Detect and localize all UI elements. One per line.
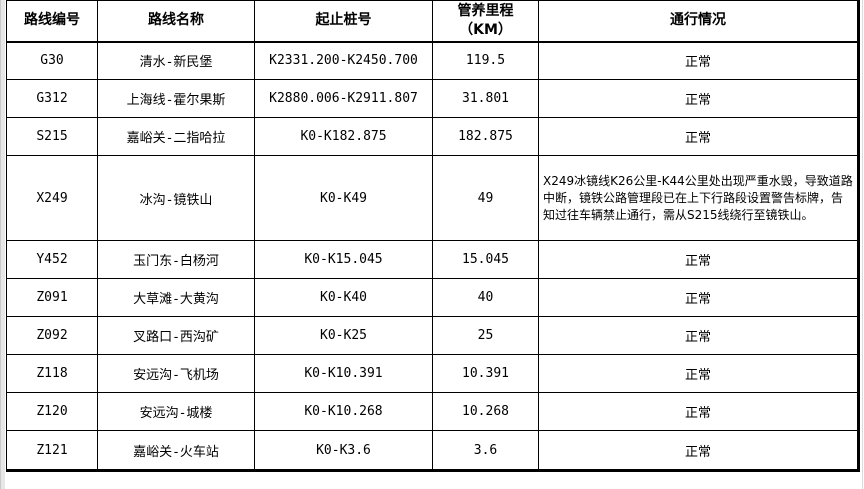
mileage-cell: 10.268 [432, 392, 539, 431]
stake-range-cell: K0-K15.045 [254, 240, 433, 279]
mileage-cell: 119.5 [432, 41, 539, 80]
status-cell: X249冰镜线K26公里-K44公里处出现严重水毁，导致道路中断，镜铁公路管理段… [538, 155, 859, 241]
mileage-cell: 15.045 [432, 240, 539, 279]
route-code-cell: X249 [6, 155, 98, 241]
mileage-cell: 3.6 [432, 430, 539, 471]
table-row: S215 嘉峪关-二指哈拉 K0-K182.875 182.875 正常 [6, 117, 859, 156]
mileage-cell: 25 [432, 316, 539, 355]
mileage-cell: 40 [432, 278, 539, 317]
stake-range-cell: K0-K10.391 [254, 354, 433, 393]
route-name-cell: 清水-新民堡 [97, 41, 255, 80]
route-code-cell: Z120 [6, 392, 98, 431]
table-row: Z118 安远沟-飞机场 K0-K10.391 10.391 正常 [6, 354, 859, 393]
stake-range-cell: K0-K49 [254, 155, 433, 241]
stake-range-cell: K2331.200-K2450.700 [254, 41, 433, 80]
route-name-cell: 嘉峪关-火车站 [97, 430, 255, 471]
status-cell: 正常 [538, 41, 859, 80]
mileage-cell: 10.391 [432, 354, 539, 393]
stake-range-cell: K2880.006-K2911.807 [254, 79, 433, 118]
table-row: Z092 叉路口-西沟矿 K0-K25 25 正常 [6, 316, 859, 355]
col-header-stake-range: 起止桩号 [254, 0, 433, 43]
road-status-table: 路线编号 路线名称 起止桩号 管养里程 （KM） 通行情况 G30 清水-新民堡… [6, 0, 860, 472]
route-code-cell: Z092 [6, 316, 98, 355]
status-cell: 正常 [538, 430, 859, 471]
route-code-cell: S215 [6, 117, 98, 156]
route-name-cell: 冰沟-镜铁山 [97, 155, 255, 241]
route-name-cell: 安远沟-飞机场 [97, 354, 255, 393]
stake-range-cell: K0-K182.875 [254, 117, 433, 156]
route-name-cell: 上海线-霍尔果斯 [97, 79, 255, 118]
route-code-cell: Z091 [6, 278, 98, 317]
mileage-cell: 31.801 [432, 79, 539, 118]
spreadsheet-left-gutter [0, 0, 5, 489]
status-cell: 正常 [538, 354, 859, 393]
route-code-cell: Z121 [6, 430, 98, 471]
route-code-cell: G312 [6, 79, 98, 118]
route-name-cell: 玉门东-白杨河 [97, 240, 255, 279]
header-row: 路线编号 路线名称 起止桩号 管养里程 （KM） 通行情况 [6, 0, 859, 43]
status-cell: 正常 [538, 117, 859, 156]
route-code-cell: Y452 [6, 240, 98, 279]
stake-range-cell: K0-K40 [254, 278, 433, 317]
col-header-traffic-status: 通行情况 [538, 0, 859, 43]
route-name-cell: 叉路口-西沟矿 [97, 316, 255, 355]
stake-range-cell: K0-K25 [254, 316, 433, 355]
table-row: G312 上海线-霍尔果斯 K2880.006-K2911.807 31.801… [6, 79, 859, 118]
table-row: Y452 玉门东-白杨河 K0-K15.045 15.045 正常 [6, 240, 859, 279]
stake-range-cell: K0-K10.268 [254, 392, 433, 431]
route-code-cell: Z118 [6, 354, 98, 393]
col-header-route-code: 路线编号 [6, 0, 98, 43]
spreadsheet-right-gridline [862, 0, 863, 489]
col-header-mileage: 管养里程 （KM） [432, 0, 539, 43]
table-row: Z121 嘉峪关-火车站 K0-K3.6 3.6 正常 [6, 430, 859, 471]
status-cell: 正常 [538, 278, 859, 317]
table-row: Z120 安远沟-城楼 K0-K10.268 10.268 正常 [6, 392, 859, 431]
mileage-cell: 49 [432, 155, 539, 241]
route-name-cell: 嘉峪关-二指哈拉 [97, 117, 255, 156]
mileage-cell: 182.875 [432, 117, 539, 156]
stake-range-cell: K0-K3.6 [254, 430, 433, 471]
table-row: Z091 大草滩-大黄沟 K0-K40 40 正常 [6, 278, 859, 317]
table-row: X249 冰沟-镜铁山 K0-K49 49 X249冰镜线K26公里-K44公里… [6, 155, 859, 241]
status-cell: 正常 [538, 79, 859, 118]
status-cell: 正常 [538, 316, 859, 355]
status-cell: 正常 [538, 392, 859, 431]
route-code-cell: G30 [6, 41, 98, 80]
route-name-cell: 安远沟-城楼 [97, 392, 255, 431]
route-name-cell: 大草滩-大黄沟 [97, 278, 255, 317]
status-cell: 正常 [538, 240, 859, 279]
col-header-route-name: 路线名称 [97, 0, 255, 43]
table-row: G30 清水-新民堡 K2331.200-K2450.700 119.5 正常 [6, 41, 859, 80]
